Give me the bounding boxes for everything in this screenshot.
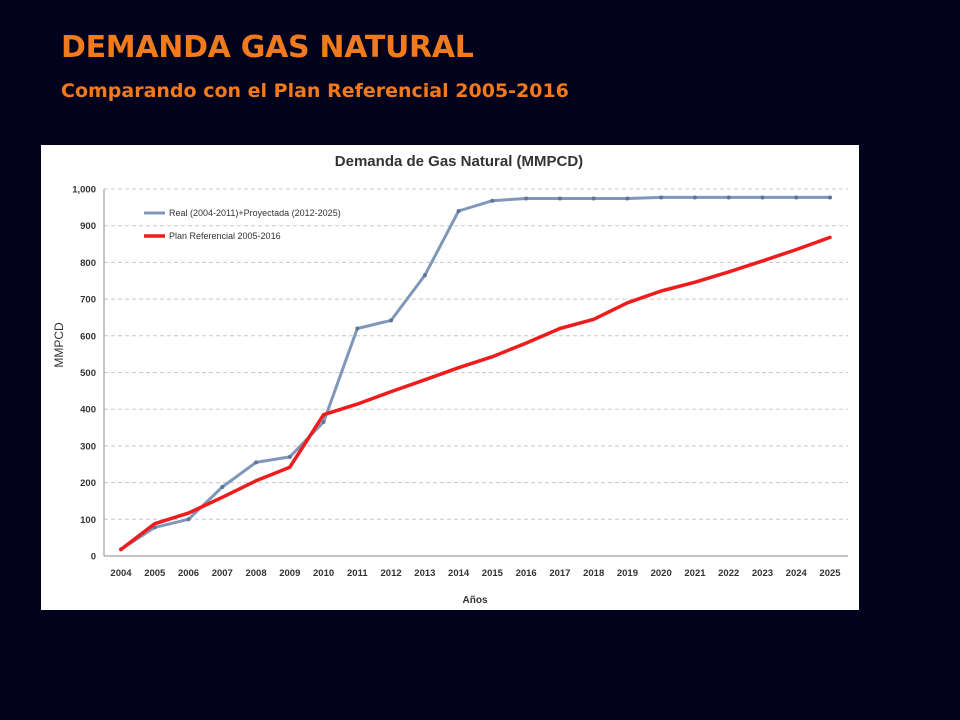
legend-label: Plan Referencial 2005-2016: [169, 231, 281, 241]
x-tick-label: 2013: [414, 568, 435, 579]
data-point: [659, 195, 664, 200]
x-tick-label: 2020: [651, 568, 672, 579]
x-tick-label: 2005: [144, 568, 166, 579]
y-tick-label: 300: [80, 441, 96, 452]
x-tick-label: 2022: [718, 568, 739, 579]
data-point: [422, 273, 427, 278]
y-tick-label: 400: [80, 405, 96, 416]
series-line-2: [119, 235, 832, 552]
x-tick-label: 2021: [684, 568, 706, 579]
data-point: [828, 195, 832, 200]
y-tick-label: 600: [80, 331, 96, 342]
x-axis-ticks: 2004 2005 2006 2007 2008 2009 2010 2011 2012 2013…: [110, 568, 841, 579]
data-point: [220, 485, 225, 490]
data-point: [524, 196, 529, 201]
line-chart: Demanda de Gas Natural (MMPCD) 0 100 200 30…: [52, 153, 848, 606]
y-tick-label: 700: [80, 295, 96, 306]
data-point: [389, 318, 394, 323]
series-group: [119, 195, 832, 552]
x-tick-label: 2025: [819, 568, 841, 579]
data-point: [726, 195, 731, 200]
data-point: [794, 195, 799, 200]
x-tick-label: 2016: [516, 568, 537, 579]
data-point: [287, 454, 292, 459]
data-point: [625, 196, 630, 201]
y-tick-label: 1,000: [72, 185, 96, 196]
x-tick-label: 2017: [549, 568, 570, 579]
x-tick-label: 2014: [448, 568, 470, 579]
y-axis-label: MMPCD: [52, 322, 66, 368]
data-point: [591, 196, 596, 201]
x-tick-label: 2004: [110, 568, 132, 579]
data-point: [355, 326, 360, 331]
y-tick-label: 900: [80, 221, 96, 232]
chart-title: Demanda de Gas Natural (MMPCD): [335, 153, 583, 170]
data-point: [456, 209, 461, 214]
chart-legend: Real (2004-2011)+Proyectada (2012-2025) P…: [144, 208, 341, 241]
y-tick-label: 800: [80, 258, 96, 269]
grid-lines: [103, 188, 848, 557]
data-point: [186, 517, 191, 522]
x-tick-label: 2024: [786, 568, 808, 579]
x-tick-label: 2012: [381, 568, 402, 579]
y-tick-label: 0: [91, 552, 96, 563]
x-tick-label: 2011: [347, 568, 368, 579]
x-tick-label: 2010: [313, 568, 334, 579]
data-point: [490, 198, 495, 203]
x-tick-label: 2007: [212, 568, 233, 579]
x-tick-label: 2019: [617, 568, 638, 579]
data-point: [254, 460, 259, 465]
data-point: [760, 195, 765, 200]
x-tick-label: 2018: [583, 568, 604, 579]
legend-label: Real (2004-2011)+Proyectada (2012-2025): [169, 208, 341, 218]
x-tick-label: 2009: [279, 568, 300, 579]
x-axis-label: Años: [463, 595, 488, 606]
x-tick-label: 2023: [752, 568, 773, 579]
y-axis-ticks: 0 100 200 300 400 500 600 700 800 900 1,000: [72, 185, 96, 563]
slide-title: DEMANDA GAS NATURAL: [61, 30, 474, 65]
x-tick-label: 2008: [245, 568, 266, 579]
x-tick-label: 2006: [178, 568, 199, 579]
y-tick-label: 200: [80, 478, 96, 489]
series-line-1: [119, 195, 832, 551]
x-tick-label: 2015: [482, 568, 504, 579]
y-tick-label: 500: [80, 368, 96, 379]
data-point: [321, 420, 326, 425]
data-point: [692, 195, 697, 200]
data-point: [557, 196, 562, 201]
y-tick-label: 100: [80, 515, 96, 526]
slide-subtitle: Comparando con el Plan Referencial 2005-…: [61, 80, 569, 102]
chart-panel: Demanda de Gas Natural (MMPCD) 0 100 200 30…: [41, 145, 859, 610]
